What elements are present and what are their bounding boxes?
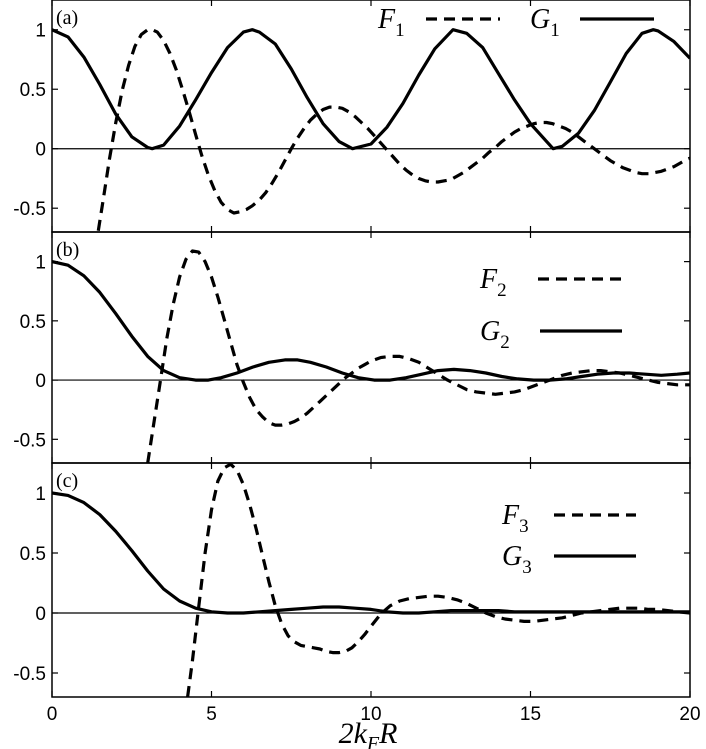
series-G2-line (52, 260, 690, 382)
legend-label: F1 (377, 4, 405, 41)
x-axis: 0 5 10 15 20 (47, 704, 701, 725)
legend-entry-G3: G3 (502, 541, 636, 578)
y-tick-label: -0.5 (13, 199, 46, 220)
x-axis-label: 2kFR (339, 717, 398, 749)
series-G3-line (52, 491, 690, 615)
x-tick-label: 5 (206, 704, 217, 725)
y-tick-label: 0.5 (20, 80, 46, 101)
panel-label: (b) (56, 239, 79, 261)
y-tick-label: 0 (35, 371, 46, 392)
legend-entry-F3: F3 (501, 500, 636, 537)
x-tick-label: 15 (520, 704, 541, 725)
x-tick-label: 10 (360, 704, 381, 725)
legend-entry-F2: F2 (479, 264, 622, 301)
x-tick-label: 20 (679, 704, 700, 725)
y-tick-label: 0.5 (20, 312, 46, 333)
panel-2: -0.5 0 0.5 1 (b) F2 G2 (13, 231, 691, 464)
series-F2-line (146, 249, 690, 463)
y-tick-label: -0.5 (13, 430, 46, 451)
legend-label: G2 (480, 316, 510, 353)
legend-entry-G1: G1 (530, 4, 654, 41)
panel-3: -0.5 0 0.5 1 (c) F3 G3 (13, 462, 691, 698)
legend-label: G1 (530, 4, 560, 41)
y-tick-label: -0.5 (13, 664, 46, 685)
legend-entry-G2: G2 (480, 316, 622, 353)
panel-label: (a) (56, 7, 78, 29)
panels: -0.5 0 0.5 1 (a) F1 G1 -0.5 0 0.5 1 (b) F2 G2 -0.5 0 0.5… (13, 0, 691, 698)
y-tick-label: 0 (35, 140, 46, 161)
legend-entry-F1: F1 (377, 4, 500, 41)
panel-frame (51, 231, 691, 464)
legend-label: F2 (479, 264, 507, 301)
x-tick-label: 0 (47, 704, 58, 725)
y-tick-label: 0 (35, 604, 46, 625)
y-tick-label: 1 (35, 253, 46, 274)
series-G1-line (52, 28, 690, 151)
series-F1-line (96, 28, 690, 232)
panel-label: (c) (56, 470, 78, 492)
y-tick-label: 1 (35, 484, 46, 505)
panel-frame (51, 462, 691, 698)
series-F3-line (186, 463, 690, 697)
legend-label: F3 (501, 500, 529, 537)
panel-frame (51, 0, 691, 233)
panel-1: -0.5 0 0.5 1 (a) F1 G1 (13, 0, 691, 233)
legend-label: G3 (502, 541, 532, 578)
y-tick-label: 0.5 (20, 544, 46, 565)
y-tick-label: 1 (35, 21, 46, 42)
